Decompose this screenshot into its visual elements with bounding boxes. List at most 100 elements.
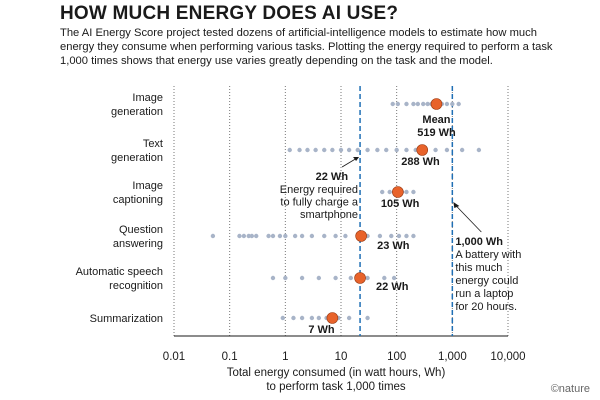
model-point [316,315,322,321]
model-point [249,233,255,239]
model-point [404,189,409,195]
model-point [365,147,370,153]
model-point [237,233,242,239]
category-label: generation [111,106,163,118]
model-point [299,315,305,321]
reference-label: smartphone [300,209,358,221]
model-point [270,275,276,281]
model-point [382,275,387,281]
model-point [396,233,402,239]
model-point [411,101,416,107]
category-label: Automatic speech [76,266,163,278]
model-point [389,233,394,239]
model-point [421,101,426,107]
reference-label: 1,000 Wh [455,236,503,248]
model-point [375,147,380,153]
mean-label: 288 Wh [401,156,440,168]
model-point [355,147,360,153]
model-point [322,233,327,239]
category-label: Summarization [90,313,163,325]
annotation-arrowhead [353,157,360,161]
model-point [384,147,389,153]
reference-label: Energy required [280,184,358,196]
mean-point [416,144,429,156]
mean-label: 105 Wh [381,198,420,210]
model-point [425,101,430,107]
category-label: captioning [113,194,163,206]
credit-label: ©nature [551,383,590,395]
model-point [246,233,251,239]
model-point [338,147,344,153]
model-point [283,275,288,281]
category-label: Text [143,138,163,150]
mean-label: Mean [422,114,450,126]
model-point [395,101,401,107]
model-point [343,233,348,239]
category-label: Image [132,92,163,104]
reference-label: this much [455,262,502,274]
mean-point [355,230,367,242]
model-point [377,233,383,239]
model-point [254,233,259,239]
annotation-leader [455,204,482,233]
model-point [444,101,450,107]
model-point [346,147,352,153]
category-label: recognition [109,280,163,292]
mean-label: 23 Wh [377,240,410,252]
model-point [459,147,465,153]
model-point [309,233,315,239]
model-point [277,233,283,239]
mean-label: 22 Wh [376,281,409,293]
model-point [387,189,392,195]
x-tick-label: 10,000 [490,351,525,363]
x-tick-label: 0.1 [222,351,238,363]
model-point [309,315,315,321]
chart-subtitle: The AI Energy Score project tested dozen… [60,27,553,68]
model-point [415,101,421,107]
model-point [394,147,399,153]
model-point [346,315,352,321]
model-point [476,147,482,153]
model-point [365,315,370,321]
annotation-leader [341,157,358,168]
reference-label: energy could [455,275,518,287]
model-point [404,101,409,107]
annotation-arrowhead [453,202,460,208]
model-point [404,147,409,153]
model-point [297,147,302,153]
model-point [291,315,296,321]
model-point [390,101,395,107]
model-point [305,147,310,153]
mean-point [326,312,339,324]
mean-label: 519 Wh [417,127,456,139]
reference-label: 22 Wh [316,171,349,183]
model-point [380,189,385,195]
reference-label: A battery with [455,249,521,261]
mean-point [354,272,366,284]
model-point [411,233,416,239]
model-point [365,275,370,281]
category-label: Question [119,224,163,236]
model-point [287,147,292,153]
x-tick-label: 1 [282,351,288,363]
x-tick-label: 10 [335,351,348,363]
reference-label: for 20 hours. [455,301,517,313]
model-point [270,233,276,239]
model-point [299,275,305,281]
model-point [450,101,455,107]
model-point [280,315,285,321]
category-label: answering [113,238,163,250]
x-axis-label-line2: to perform task 1,000 times [266,381,406,393]
model-point [283,233,288,239]
x-tick-label: 1,000 [438,351,467,363]
x-tick-label: 100 [387,351,406,363]
category-label: Image [132,180,163,192]
mean-point [392,186,404,198]
model-point [266,233,271,239]
chart-title: HOW MUCH ENERGY DOES AI USE? [60,3,399,24]
model-point [391,275,397,281]
model-point [299,233,305,239]
model-point [322,147,327,153]
mean-label: 7 Wh [308,324,335,336]
